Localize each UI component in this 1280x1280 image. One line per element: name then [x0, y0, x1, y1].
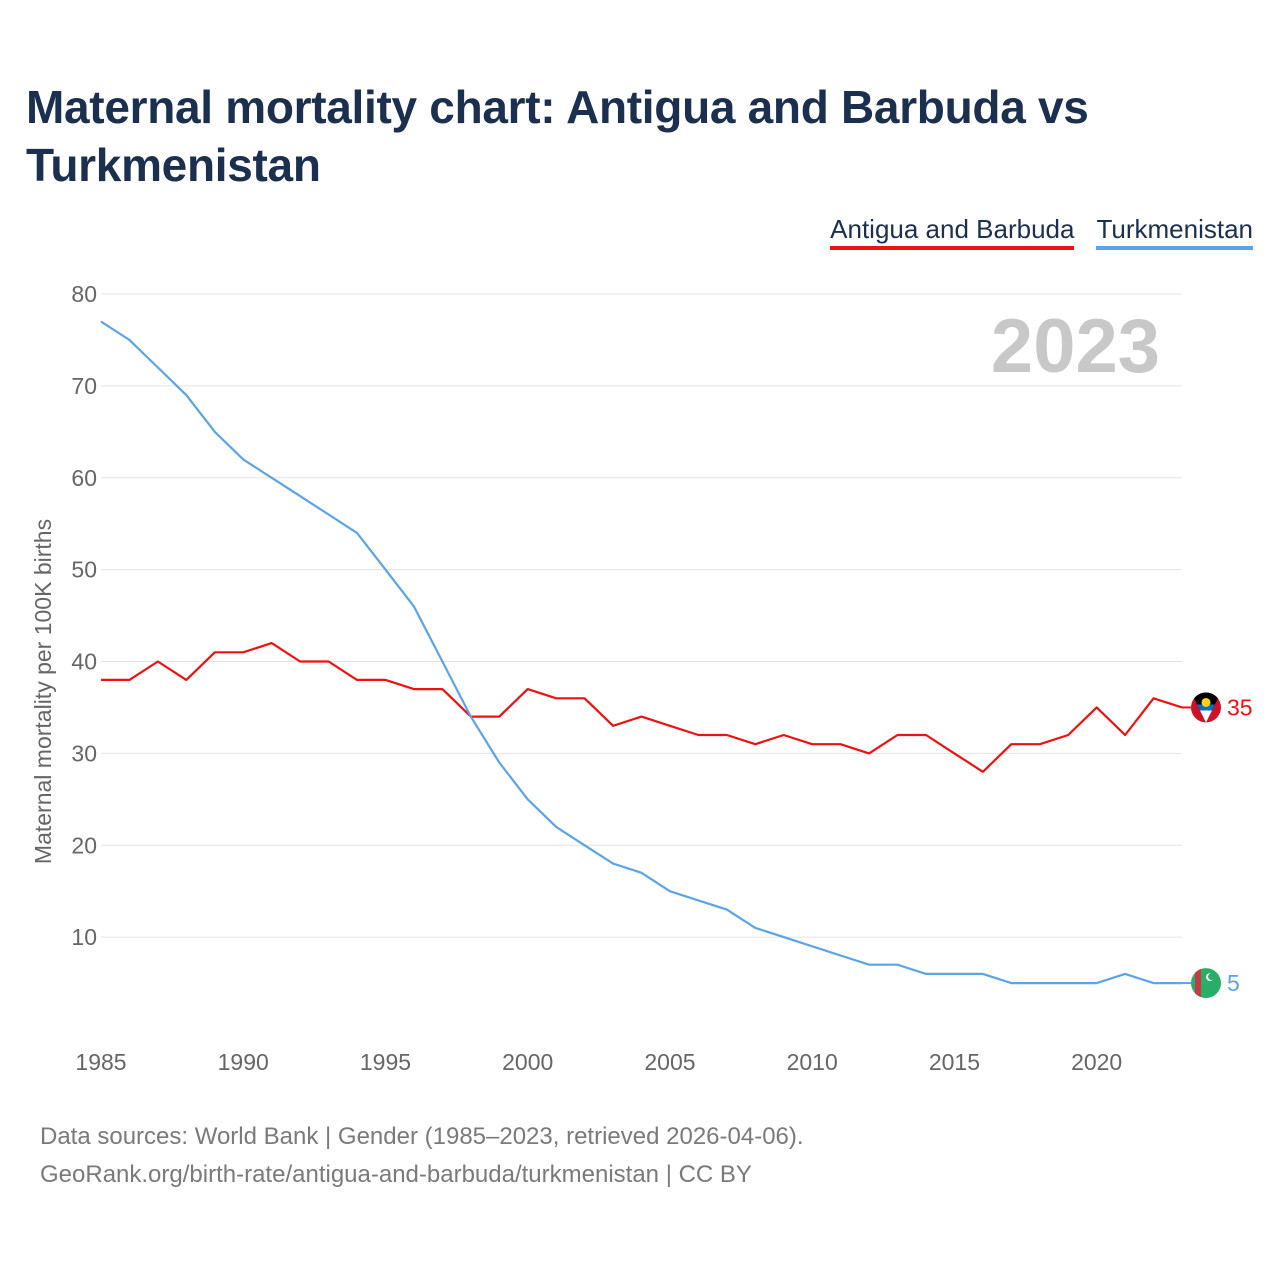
- y-tick-label-60: 60: [71, 465, 97, 491]
- x-tick-label-2010: 2010: [787, 1049, 838, 1075]
- y-tick-label-70: 70: [71, 373, 97, 399]
- x-tick-label-2005: 2005: [644, 1049, 695, 1075]
- legend-item-turkmenistan[interactable]: Turkmenistan: [1096, 214, 1253, 250]
- data-source-note: Data sources: World Bank | Gender (1985–…: [40, 1123, 804, 1150]
- y-tick-label-50: 50: [71, 557, 97, 583]
- x-tick-label-2000: 2000: [502, 1049, 553, 1075]
- y-tick-label-10: 10: [71, 924, 97, 950]
- x-tick-label-2015: 2015: [929, 1049, 980, 1075]
- y-tick-label-40: 40: [71, 649, 97, 675]
- series-line-turkmenistan: [100, 320, 1182, 985]
- x-tick-label-1995: 1995: [360, 1049, 411, 1075]
- attribution-link[interactable]: GeoRank.org/birth-rate/antigua-and-barbu…: [40, 1161, 752, 1188]
- flag-icon-antigua-and-barbuda: [1191, 692, 1221, 723]
- y-tick-label-30: 30: [71, 740, 97, 766]
- x-tick-label-1990: 1990: [218, 1049, 269, 1075]
- legend: Antigua and Barbuda Turkmenistan: [830, 214, 1253, 250]
- chart-title: Maternal mortality chart: Antigua and Ba…: [26, 81, 1089, 191]
- y-tick-label-20: 20: [71, 832, 97, 858]
- end-value-label-turkmenistan: 5: [1227, 970, 1240, 996]
- footer: Data sources: World Bank | Gender (1985–…: [40, 1118, 804, 1194]
- y-axis-label: Maternal mortality per 100K births: [30, 519, 56, 864]
- end-value-label-antigua-and-barbuda: 35: [1227, 694, 1253, 720]
- x-tick-label-2020: 2020: [1071, 1049, 1122, 1075]
- y-tick-label-80: 80: [71, 281, 97, 307]
- x-tick-label-1985: 1985: [75, 1049, 126, 1075]
- flag-icon-turkmenistan: [1191, 968, 1221, 999]
- legend-item-antigua-and-barbuda[interactable]: Antigua and Barbuda: [830, 214, 1075, 250]
- series-line-antigua-and-barbuda: [101, 642, 1183, 773]
- year-watermark: 2023: [991, 304, 1160, 389]
